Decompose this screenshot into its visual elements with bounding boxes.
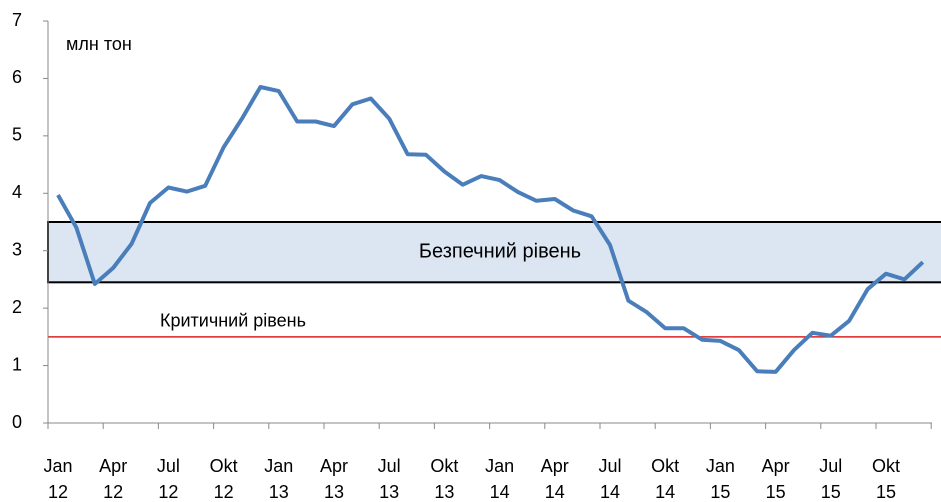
x-tick-label: Apr 14 <box>540 456 569 502</box>
y-tick-label: 6 <box>12 67 22 87</box>
y-tick-label: 3 <box>12 239 22 259</box>
x-tick-label: Apr 13 <box>319 456 348 502</box>
x-tick-label: Apr 15 <box>761 456 790 502</box>
unit-label: млн тон <box>66 34 132 54</box>
x-tick-label: Jan 14 <box>485 456 515 502</box>
y-tick-label: 5 <box>12 125 22 145</box>
critical-line-label: Критичний рівень <box>160 311 306 331</box>
x-tick-label: Apr 12 <box>99 456 128 502</box>
safe-band <box>47 221 941 284</box>
x-tick-label: Jul 12 <box>156 456 180 502</box>
x-tick-label: Jul 15 <box>819 456 843 502</box>
y-tick-label: 1 <box>12 354 22 374</box>
x-tick-label: Jan 12 <box>43 456 73 502</box>
x-tick-label: Jul 14 <box>598 456 622 502</box>
y-tick-label: 0 <box>12 412 22 432</box>
x-tick-label: Jul 13 <box>377 456 401 502</box>
x-tick-label: Okt 12 <box>209 456 238 502</box>
x-tick-label: Okt 15 <box>871 456 900 502</box>
x-tick-label: Okt 14 <box>651 456 680 502</box>
x-tick-label: Jan 13 <box>264 456 294 502</box>
safe-band-label: Безпечний рівень <box>419 240 581 262</box>
x-tick-label: Okt 13 <box>430 456 459 502</box>
y-tick-label: 7 <box>12 10 22 30</box>
y-tick-label: 2 <box>12 297 22 317</box>
data-line <box>56 85 925 374</box>
x-tick-label: Jan 15 <box>705 456 735 502</box>
y-tick-label: 4 <box>12 182 22 202</box>
